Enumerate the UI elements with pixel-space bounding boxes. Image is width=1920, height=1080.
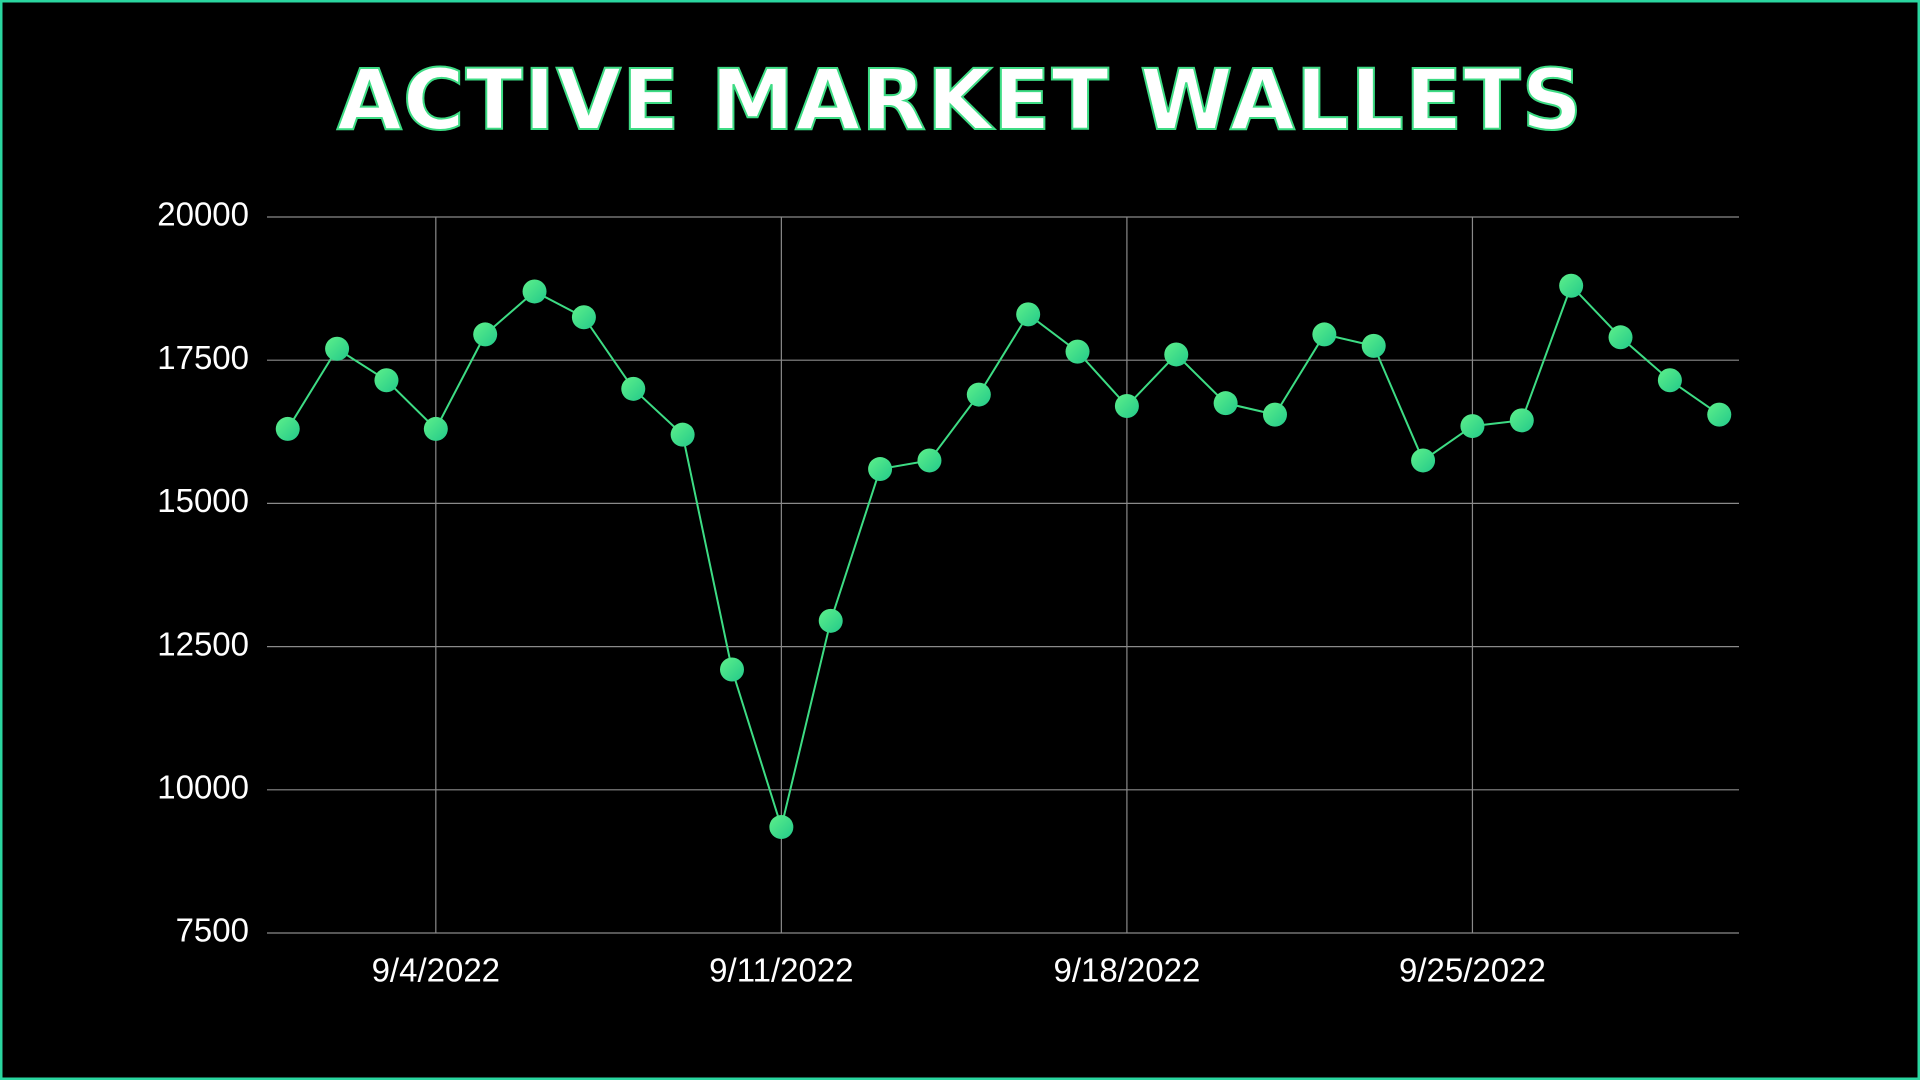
data-point — [670, 422, 695, 447]
data-point — [917, 448, 942, 473]
data-point — [1460, 414, 1485, 439]
data-point — [1411, 448, 1436, 473]
data-point — [325, 336, 350, 361]
y-tick-label: 7500 — [176, 912, 249, 949]
data-point — [1707, 402, 1732, 427]
data-point — [1213, 391, 1238, 416]
data-point — [1509, 408, 1534, 433]
y-tick-label: 20000 — [157, 196, 249, 233]
data-point — [621, 376, 646, 401]
data-point — [719, 657, 744, 682]
data-point — [1114, 394, 1139, 419]
x-tick-label: 9/18/2022 — [1053, 952, 1200, 989]
data-point — [1559, 273, 1584, 298]
data-point — [275, 416, 300, 441]
chart-title: ACTIVE MARKET WALLETS — [337, 51, 1583, 149]
data-point — [374, 368, 399, 393]
data-point — [473, 322, 498, 347]
data-point — [1164, 342, 1189, 367]
y-tick-label: 15000 — [157, 482, 249, 519]
data-point — [1361, 333, 1386, 358]
x-tick-label: 9/11/2022 — [709, 952, 853, 989]
data-point — [522, 279, 547, 304]
data-point — [769, 815, 794, 840]
data-point — [1312, 322, 1337, 347]
data-point — [423, 416, 448, 441]
data-point — [1016, 302, 1041, 327]
x-tick-label: 9/4/2022 — [372, 952, 500, 989]
data-point — [1065, 339, 1090, 364]
y-tick-label: 10000 — [157, 769, 249, 806]
data-point — [1657, 368, 1682, 393]
y-tick-label: 12500 — [157, 625, 249, 662]
x-tick-label: 9/25/2022 — [1399, 952, 1546, 989]
data-point — [868, 457, 893, 482]
data-point — [818, 608, 843, 633]
y-tick-label: 17500 — [157, 339, 249, 376]
data-point — [966, 382, 991, 407]
data-point — [1262, 402, 1287, 427]
data-point — [1608, 325, 1633, 350]
data-point — [571, 305, 596, 330]
